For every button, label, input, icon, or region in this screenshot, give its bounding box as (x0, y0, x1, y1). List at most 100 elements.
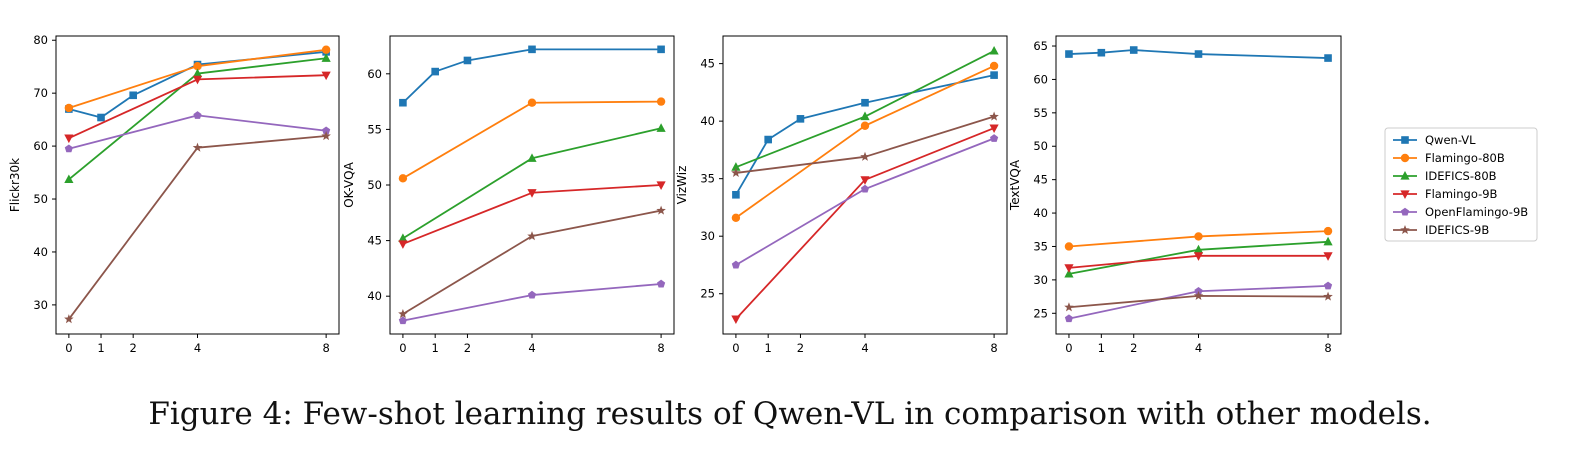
x-tick-label: 4 (528, 341, 535, 355)
x-tick-label: 8 (322, 341, 329, 355)
data-point (860, 184, 870, 193)
x-tick-label: 8 (1324, 341, 1331, 355)
series-idefics-80b (398, 123, 666, 242)
y-tick-label: 25 (700, 287, 715, 301)
data-point (656, 123, 666, 132)
data-point (656, 181, 666, 190)
data-point (192, 75, 203, 85)
legend-label: OpenFlamingo-9B (1425, 205, 1528, 219)
legend-marker (1400, 207, 1410, 216)
data-point (1194, 286, 1203, 295)
data-point (1323, 226, 1333, 236)
series-flamingo-9b (398, 181, 666, 249)
data-point (1064, 264, 1074, 273)
data-point (796, 115, 805, 123)
data-point (64, 144, 73, 153)
series-openflamingo-9b (731, 134, 999, 269)
data-point (1064, 314, 1074, 323)
data-point (860, 111, 870, 121)
y-tick-label: 60 (33, 139, 48, 153)
legend-marker (1400, 171, 1410, 180)
y-tick-label: 45 (1033, 173, 1048, 187)
data-point (1193, 290, 1204, 300)
chart-panel-textvqa: 0 1 2 4 8 25 30 35 40 45 50 55 60 65 TextVQA (1008, 35, 1342, 355)
y-tick-label: 60 (367, 67, 382, 81)
x-tick-label: 0 (1065, 341, 1072, 355)
data-point (64, 103, 74, 113)
series-flamingo-9b (731, 124, 999, 325)
series-qwen-vl (65, 48, 330, 122)
y-tick-label: 80 (33, 33, 48, 47)
legend-marker (1400, 153, 1410, 163)
data-point (860, 176, 870, 185)
x-tick-label: 1 (432, 341, 439, 355)
y-tick-label: 40 (367, 289, 382, 303)
x-tick-label: 0 (732, 341, 739, 355)
y-tick-label: 40 (33, 245, 48, 259)
x-tick-label: 0 (65, 341, 72, 355)
series-qwen-vl (1065, 46, 1332, 62)
legend-entry-openflamingo-9b: OpenFlamingo-9B (1393, 205, 1528, 219)
legend-entry-idefics-80b: IDEFICS-80B (1393, 169, 1497, 183)
data-point (64, 174, 74, 184)
legend-entry-flamingo-80b: Flamingo-80B (1393, 151, 1505, 165)
data-point (1324, 54, 1332, 62)
series-qwen-vl (399, 45, 665, 107)
data-point (527, 189, 537, 198)
data-point (399, 98, 407, 107)
x-tick-label: 1 (765, 341, 772, 355)
x-tick-label: 8 (657, 341, 664, 355)
series-openflamingo-9b (64, 111, 331, 153)
data-point (1064, 302, 1074, 312)
y-tick-label: 50 (367, 178, 382, 192)
y-axis-label: OK-VQA (342, 161, 356, 207)
series-flamingo-9b (64, 71, 331, 144)
data-point (64, 314, 74, 324)
y-tick-label: 55 (367, 122, 382, 136)
figure-caption: Figure 4: Few-shot learning results of Q… (148, 396, 1432, 432)
data-point (97, 113, 105, 122)
legend-entry-flamingo-9b: Flamingo-9B (1393, 187, 1498, 201)
series-openflamingo-9b (398, 279, 666, 325)
series-idefics-9b (64, 131, 331, 324)
legend-marker (1400, 190, 1410, 199)
legend-label: IDEFICS-9B (1425, 223, 1489, 237)
data-point (657, 279, 666, 288)
data-point (989, 124, 999, 134)
x-tick-label: 4 (194, 341, 201, 355)
data-point (398, 240, 408, 249)
y-tick-label: 40 (700, 114, 715, 128)
series-line-idefics-9b (68, 135, 327, 320)
legend-label: Flamingo-9B (1425, 187, 1498, 201)
legend-marker (1400, 225, 1410, 235)
data-point (321, 71, 331, 81)
data-point (398, 174, 408, 183)
x-tick-label: 4 (1195, 341, 1202, 355)
series-line-flamingo-80b (735, 65, 995, 219)
data-point (64, 134, 74, 144)
data-point (431, 67, 439, 76)
data-point (1323, 252, 1333, 261)
data-point (989, 45, 999, 55)
data-point (321, 45, 331, 54)
series-flamingo-80b (64, 45, 331, 113)
data-point (322, 126, 331, 135)
data-point (731, 315, 741, 325)
data-point (731, 260, 740, 269)
y-tick-label: 35 (700, 172, 715, 186)
y-tick-label: 50 (1033, 139, 1048, 153)
x-tick-label: 2 (464, 341, 471, 355)
data-point (321, 53, 331, 62)
series-flamingo-80b (731, 61, 999, 222)
y-tick-label: 50 (33, 192, 48, 206)
data-point (989, 111, 999, 121)
series-idefics-80b (64, 53, 331, 184)
series-idefics-9b (731, 111, 999, 177)
x-tick-label: 1 (97, 341, 104, 355)
y-tick-label: 55 (1033, 106, 1048, 120)
y-tick-label: 70 (33, 86, 48, 100)
x-tick-label: 2 (1130, 341, 1137, 355)
data-point (656, 205, 666, 215)
data-point (527, 98, 537, 107)
x-tick-label: 4 (861, 341, 868, 355)
